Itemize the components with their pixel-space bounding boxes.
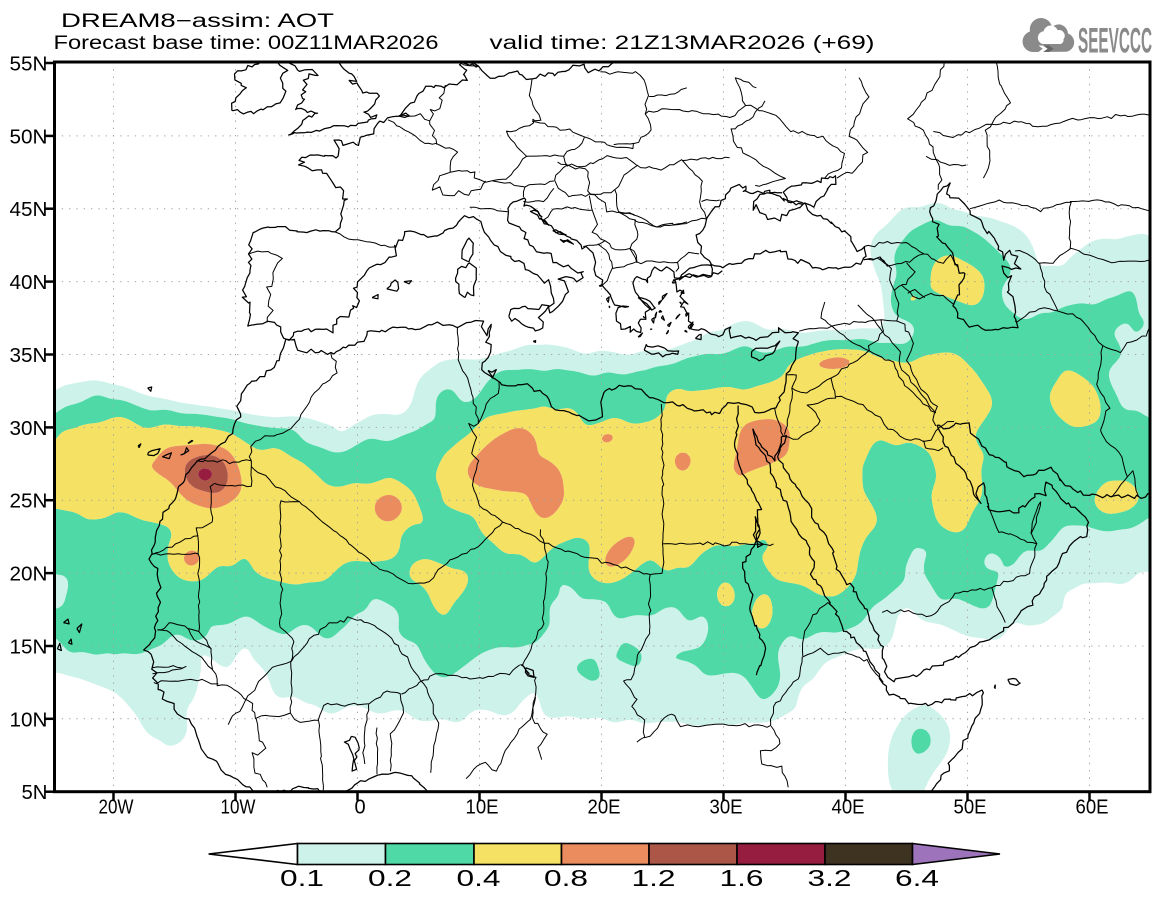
svg-text:10N: 10N: [10, 709, 48, 731]
svg-text:10W: 10W: [221, 797, 256, 819]
svg-text:35N: 35N: [10, 345, 48, 367]
svg-text:60E: 60E: [1076, 797, 1109, 819]
svg-text:0: 0: [354, 797, 365, 819]
svg-text:20E: 20E: [588, 797, 621, 819]
svg-text:50E: 50E: [954, 797, 987, 819]
svg-text:40E: 40E: [832, 797, 865, 819]
svg-text:Forecast base time: 00Z11MAR20: Forecast base time: 00Z11MAR2026: [54, 33, 439, 54]
svg-text:0.4: 0.4: [457, 865, 501, 891]
svg-text:0.1: 0.1: [280, 865, 324, 891]
svg-text:DREAM8−assim: AOT: DREAM8−assim: AOT: [61, 11, 335, 32]
svg-text:0.8: 0.8: [544, 865, 588, 891]
svg-text:10E: 10E: [466, 797, 499, 819]
svg-text:valid time: 21Z13MAR2026 (+69): valid time: 21Z13MAR2026 (+69): [490, 33, 875, 54]
svg-text:1.2: 1.2: [632, 865, 676, 891]
svg-text:25N: 25N: [10, 491, 48, 513]
svg-text:SEEVCCC: SEEVCCC: [1078, 22, 1152, 61]
svg-text:0.2: 0.2: [368, 865, 412, 891]
svg-text:3.2: 3.2: [808, 865, 852, 891]
svg-text:20W: 20W: [99, 797, 134, 819]
svg-text:55N: 55N: [10, 54, 48, 76]
svg-text:5N: 5N: [22, 782, 48, 804]
svg-text:30N: 30N: [10, 418, 48, 440]
svg-text:20N: 20N: [10, 564, 48, 586]
svg-text:6.4: 6.4: [895, 865, 939, 891]
svg-text:1.6: 1.6: [720, 865, 764, 891]
svg-text:40N: 40N: [10, 272, 48, 294]
svg-text:15N: 15N: [10, 637, 48, 659]
svg-text:45N: 45N: [10, 199, 48, 221]
svg-text:30E: 30E: [710, 797, 743, 819]
svg-text:50N: 50N: [10, 126, 48, 148]
